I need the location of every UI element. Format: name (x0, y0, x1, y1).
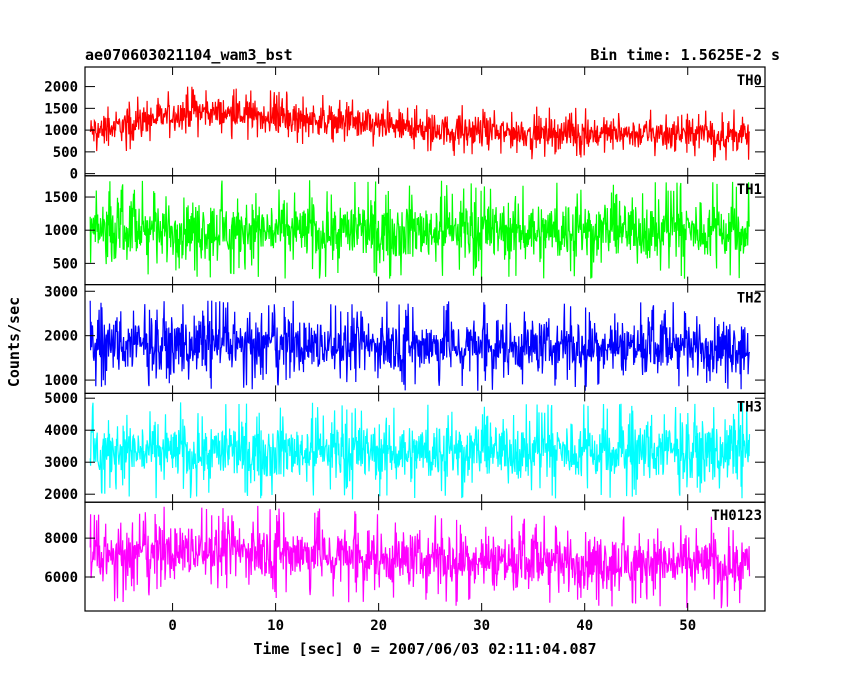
series-line-th0 (89, 86, 751, 162)
y-tick-label: 8000 (44, 531, 78, 547)
panel-th2: 1000 2000 3000 TH2 (44, 284, 766, 395)
y-tick-label: 1500 (44, 190, 78, 206)
y-tick-label: 1000 (44, 123, 78, 139)
x-tick-label: 50 (679, 618, 696, 634)
panel-th0123: 6000 8000 TH0123 (44, 501, 766, 612)
series-line-th1 (89, 180, 751, 281)
y-tick-label: 2000 (44, 487, 78, 503)
panel-label: TH2 (737, 291, 762, 307)
y-tick-label: 3000 (44, 455, 78, 471)
x-tick-label: 30 (473, 618, 490, 634)
y-tick-label: 0 (70, 167, 78, 183)
y-tick-label: 500 (53, 256, 78, 272)
y-tick-label: 6000 (44, 570, 78, 586)
panel-th3: 2000 3000 4000 5000 TH3 (44, 391, 766, 503)
x-tick-label: 40 (576, 618, 593, 634)
panel-frame (84, 501, 766, 612)
y-tick-label: 2000 (44, 329, 78, 345)
x-tick-label: 10 (267, 618, 284, 634)
y-tick-label: 1000 (44, 223, 78, 239)
y-tick-label: 500 (53, 145, 78, 161)
y-axis-label: Counts/sec (5, 297, 23, 387)
panel-label: TH1 (737, 182, 762, 198)
series-line-th3 (89, 402, 751, 500)
y-tick-label: 1000 (44, 373, 78, 389)
series-line-th2 (89, 300, 751, 391)
panel-th1: 500 1000 1500 TH1 (44, 175, 766, 286)
panel-label: TH3 (737, 399, 762, 415)
bin-time-label: Bin time: 1.5625E-2 s (590, 46, 780, 64)
panel-label: TH0 (737, 73, 762, 89)
panel-th0: 0 500 1000 1500 2000 TH0 (44, 66, 766, 183)
x-axis-label: Time [sec] 0 = 2007/06/03 02:11:04.087 (253, 640, 596, 658)
series-line-th0123 (89, 505, 751, 609)
x-tick-label: 0 (168, 618, 176, 634)
panel-frame (84, 66, 766, 177)
y-tick-label: 2000 (44, 80, 78, 96)
y-tick-label: 4000 (44, 423, 78, 439)
chart-title: ae070603021104_wam3_bst (85, 46, 293, 64)
y-tick-label: 1500 (44, 101, 78, 117)
y-tick-label: 3000 (44, 284, 78, 300)
y-tick-label: 5000 (44, 391, 78, 407)
x-tick-label: 20 (370, 618, 387, 634)
panel-label: TH0123 (711, 508, 762, 524)
